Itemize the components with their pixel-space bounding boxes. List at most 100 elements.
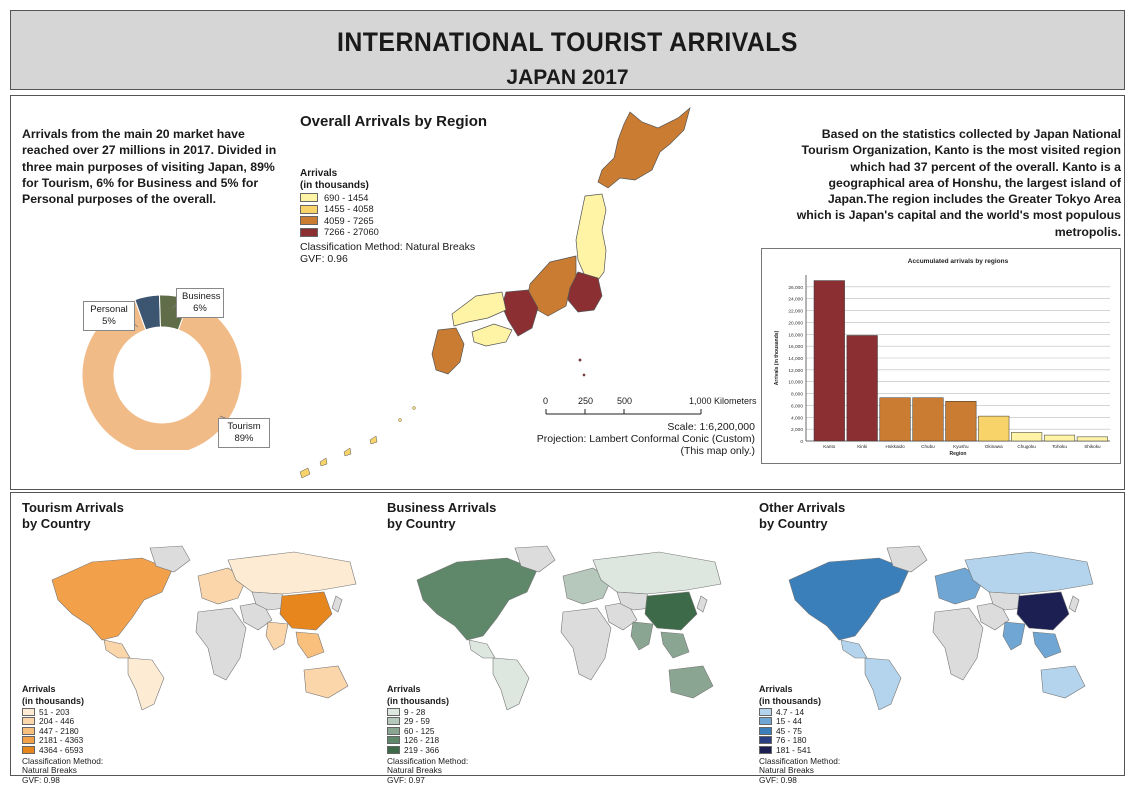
legend-label: 4.7 - 14 xyxy=(776,707,804,717)
legend-swatch xyxy=(22,717,35,725)
country-shape-sea xyxy=(661,632,689,658)
x-tick-label: Hokkaido xyxy=(885,444,905,449)
region-tohoku xyxy=(576,194,606,280)
personal-callout: Personal 5% xyxy=(83,301,135,331)
region-okinawa xyxy=(300,436,377,478)
scale-tick-label: 0 xyxy=(543,396,548,406)
kanto-description: Based on the statistics collected by Jap… xyxy=(790,126,1121,240)
legend-swatch xyxy=(759,736,772,744)
legend-label: 9 - 28 xyxy=(404,707,425,717)
y-axis-label: Arrivals (in thousands) xyxy=(774,330,780,385)
region-bar-chart-svg: Accumulated arrivals by regions02,0004,0… xyxy=(762,249,1120,463)
gvf-value: GVF: 0.97 xyxy=(387,776,468,785)
x-tick-label: Kyushu xyxy=(953,444,969,449)
business-label: Business xyxy=(182,291,218,303)
legend-label: 204 - 446 xyxy=(39,716,74,726)
bar-shikoku xyxy=(1077,437,1108,441)
country-shape-af xyxy=(196,608,246,680)
country-shape-af xyxy=(933,608,983,680)
world-map-subtitle-line: by Country xyxy=(22,516,124,532)
personal-pct: 5% xyxy=(89,316,129,328)
x-tick-label: Tohoku xyxy=(1052,444,1067,449)
projection-text: Projection: Lambert Conformal Conic (Cus… xyxy=(520,433,755,445)
country-shape-sea xyxy=(296,632,324,658)
bar-okinawa xyxy=(978,416,1009,441)
y-tick-label: 20,000 xyxy=(788,320,803,326)
scale-tick-label: 1,000 Kilometers xyxy=(689,396,757,406)
islet xyxy=(413,407,416,410)
x-tick-label: Kinki xyxy=(857,444,867,449)
chart-title: Accumulated arrivals by regions xyxy=(908,258,1009,265)
legend-row: 51 - 203 xyxy=(22,707,103,717)
projection-note: (This map only.) xyxy=(520,445,755,457)
y-tick-label: 8,000 xyxy=(791,392,803,398)
legend-swatch xyxy=(759,727,772,735)
legend-unit: (in thousands) xyxy=(759,695,840,707)
country-shape-au xyxy=(304,666,348,698)
legend-swatch xyxy=(759,708,772,716)
legend-swatch xyxy=(22,727,35,735)
region-shikoku xyxy=(472,324,512,346)
y-tick-label: 26,000 xyxy=(788,285,803,291)
legend-unit: (in thousands) xyxy=(22,695,103,707)
legend-title: Arrivals xyxy=(387,683,468,695)
legend-label: 181 - 541 xyxy=(776,745,811,755)
country-shape-ru xyxy=(965,552,1093,594)
y-tick-label: 18,000 xyxy=(788,332,803,338)
country-shape-sea xyxy=(1033,632,1061,658)
islet xyxy=(583,374,585,376)
legend-swatch xyxy=(759,746,772,754)
bar-kanto xyxy=(814,281,845,441)
legend-row: 126 - 218 xyxy=(387,736,468,746)
x-tick-label: Shikoku xyxy=(1084,444,1101,449)
gvf-value: GVF: 0.98 xyxy=(22,776,103,785)
legend-label: 2181 - 4363 xyxy=(39,735,83,745)
business-callout: Business 6% xyxy=(176,288,224,318)
legend-row: 447 - 2180 xyxy=(22,726,103,736)
y-tick-label: 12,000 xyxy=(788,368,803,374)
country-shape-in xyxy=(266,622,288,650)
y-tick-label: 0 xyxy=(800,439,803,445)
world-map-title-line: Tourism Arrivals xyxy=(22,500,124,516)
country-shape-na xyxy=(52,558,172,640)
personal-label: Personal xyxy=(89,304,129,316)
tourism-label: Tourism xyxy=(224,421,264,433)
bar-tohoku xyxy=(1044,435,1075,441)
country-shape-ca xyxy=(469,640,495,658)
country-shape-sa xyxy=(128,658,164,710)
scale-tick-label: 500 xyxy=(617,396,632,406)
legend-unit: (in thousands) xyxy=(387,695,468,707)
legend-swatch xyxy=(387,746,400,754)
country-shape-in xyxy=(1003,622,1025,650)
legend-label: 76 - 180 xyxy=(776,735,806,745)
legend-swatch xyxy=(22,708,35,716)
world-map-title-line: Business Arrivals xyxy=(387,500,496,516)
legend-label: 219 - 366 xyxy=(404,745,439,755)
country-shape-jp xyxy=(332,596,342,612)
country-shape-na xyxy=(789,558,909,640)
legend-row: 4.7 - 14 xyxy=(759,707,840,717)
bar-chubu xyxy=(913,398,944,441)
region-kyushu xyxy=(432,328,464,374)
legend-label: 4364 - 6593 xyxy=(39,745,83,755)
legend-row: 219 - 366 xyxy=(387,745,468,755)
world-map-subtitle-line: by Country xyxy=(387,516,496,532)
legend-row: 60 - 125 xyxy=(387,726,468,736)
country-shape-af xyxy=(561,608,611,680)
legend-swatch xyxy=(387,727,400,735)
legend-row: 15 - 44 xyxy=(759,717,840,727)
y-tick-label: 6,000 xyxy=(791,403,803,409)
business-pct: 6% xyxy=(182,303,218,315)
country-shape-in xyxy=(631,622,653,650)
legend-row: 45 - 75 xyxy=(759,726,840,736)
legend-label: 15 - 44 xyxy=(776,716,802,726)
legend-swatch xyxy=(387,736,400,744)
x-tick-label: Chugoku xyxy=(1017,444,1036,449)
scale-bar: 0 250 500 1,000 Kilometers xyxy=(536,396,761,424)
legend-swatch xyxy=(387,708,400,716)
